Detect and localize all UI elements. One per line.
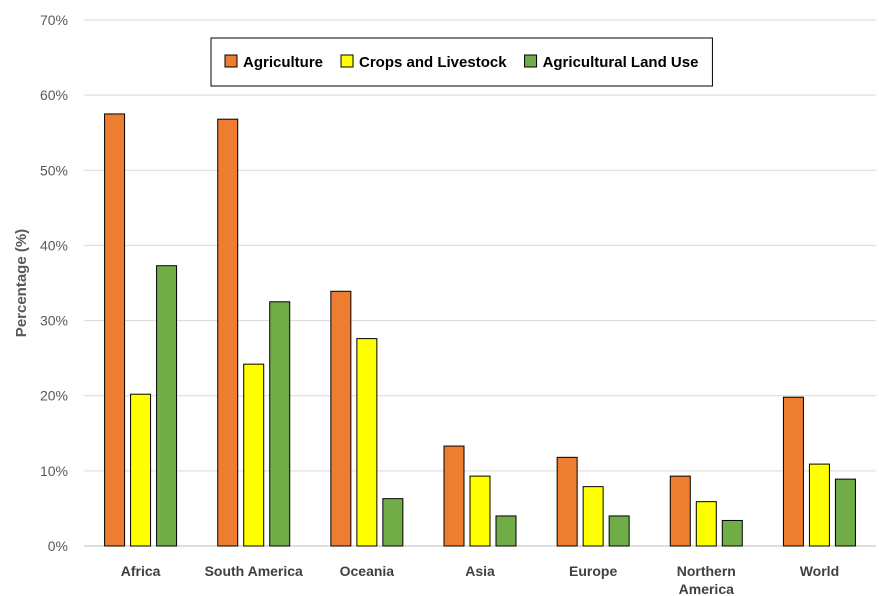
bar-agricultural-land-use	[608, 515, 630, 547]
legend-label: Agricultural Land Use	[543, 54, 699, 71]
legend-label: Crops and Livestock	[359, 54, 507, 71]
bar-agricultural-land-use	[495, 515, 517, 547]
bar-agriculture	[104, 113, 126, 547]
x-category-label: Africa	[121, 563, 161, 579]
x-axis-categories: Africa South America Oceania Asia Europe Nort…	[121, 563, 839, 596]
bar-crops-and-livestock	[130, 393, 152, 547]
y-tick-label: 10%	[40, 463, 68, 479]
bar-crops-and-livestock	[469, 475, 491, 547]
x-category-label: World	[800, 563, 839, 579]
legend: Agriculture Crops and Livestock Agricultur…	[210, 37, 713, 87]
legend-swatch	[524, 54, 538, 68]
legend-label: Agriculture	[243, 54, 323, 71]
x-category-label: Asia	[465, 563, 495, 579]
bar-agriculture	[669, 475, 691, 547]
y-tick-label: 0%	[48, 538, 68, 554]
bar-agricultural-land-use	[834, 478, 856, 547]
x-category-label: Northern America	[677, 563, 736, 596]
bar-agricultural-land-use	[721, 519, 743, 547]
bars	[104, 113, 856, 547]
gridlines	[84, 19, 876, 472]
x-category-label: Europe	[569, 563, 617, 579]
y-tick-label: 70%	[40, 12, 68, 28]
y-tick-label: 50%	[40, 162, 68, 178]
y-tick-label: 20%	[40, 388, 68, 404]
bar-agriculture	[782, 396, 804, 547]
bar-agriculture	[443, 445, 465, 547]
y-tick-label: 60%	[40, 87, 68, 103]
bar-crops-and-livestock	[243, 363, 265, 547]
bar-crops-and-livestock	[582, 486, 604, 547]
bar-crops-and-livestock	[808, 463, 830, 547]
legend-swatch	[224, 54, 238, 68]
bar-agriculture	[217, 118, 239, 547]
bar-agricultural-land-use	[382, 498, 404, 547]
x-category-label: Oceania	[340, 563, 395, 579]
bar-crops-and-livestock	[695, 501, 717, 547]
x-category-label: South America	[205, 563, 303, 579]
bar-agricultural-land-use	[156, 265, 178, 547]
bar-agriculture	[330, 290, 352, 547]
bar-agriculture	[556, 456, 578, 547]
bar-crops-and-livestock	[356, 338, 378, 547]
y-tick-label: 30%	[40, 313, 68, 329]
legend-swatch	[340, 54, 354, 68]
bar-agricultural-land-use	[269, 301, 291, 547]
legend-box	[210, 37, 713, 87]
y-axis-ticks: 0% 10% 20% 30% 40% 50% 60% 70%	[40, 12, 68, 554]
y-tick-label: 40%	[40, 237, 68, 253]
y-axis-title: Percentage (%)	[13, 229, 30, 337]
